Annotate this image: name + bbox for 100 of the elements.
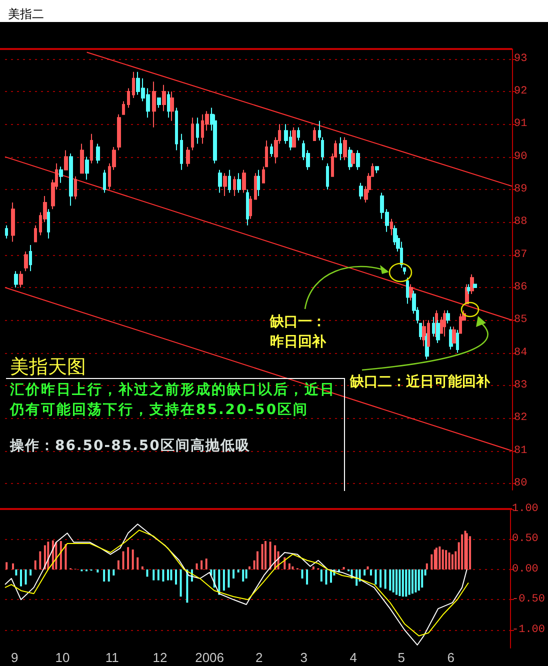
bar — [320, 569, 322, 582]
bar — [306, 569, 308, 585]
candlestick — [270, 143, 273, 158]
bar — [380, 569, 382, 588]
bar — [222, 569, 225, 591]
bar — [426, 563, 428, 570]
candlestick — [14, 270, 18, 288]
bar — [438, 546, 441, 570]
bar — [469, 536, 472, 570]
bar — [442, 549, 444, 570]
bar — [108, 569, 110, 582]
x-tick-label: 10 — [55, 650, 70, 665]
candlestick — [292, 126, 296, 148]
y-tick-label: -0.50 — [512, 594, 546, 606]
x-tick-label: 2 — [255, 650, 263, 665]
bar — [248, 566, 251, 570]
x-tick-label: 6 — [447, 650, 454, 665]
bar — [325, 569, 328, 585]
bar — [288, 563, 290, 570]
bar — [24, 569, 27, 585]
candlestick — [359, 182, 363, 200]
bar — [408, 569, 410, 595]
chart-title: 美指二 — [8, 7, 44, 21]
candlestick — [80, 143, 84, 174]
bar — [256, 551, 258, 570]
bar — [228, 569, 230, 588]
bar — [384, 569, 386, 589]
y-tick-label: 92 — [514, 85, 528, 98]
bar — [39, 551, 42, 570]
bar — [162, 569, 164, 582]
candlestick — [167, 90, 170, 118]
candlestick — [24, 251, 28, 272]
bar — [402, 569, 404, 597]
candlestick — [228, 169, 231, 194]
candlestick — [422, 320, 426, 347]
y-tick-label: 91 — [514, 118, 528, 130]
bar — [374, 569, 377, 585]
y-tick-label: 0.00 — [512, 563, 538, 576]
bar — [20, 569, 22, 586]
bar — [261, 544, 264, 570]
bar — [421, 569, 424, 588]
candlestick — [127, 88, 130, 108]
bar — [366, 566, 369, 570]
bar — [152, 569, 155, 580]
y-tick-label: 1.00 — [512, 503, 538, 515]
candlestick — [470, 274, 474, 294]
bar — [200, 560, 203, 570]
candlestick — [96, 143, 100, 164]
annotation: 操作：86.50-85.50区间高抛低吸 — [10, 436, 250, 456]
bar — [242, 569, 244, 582]
candlestick — [254, 172, 257, 200]
bar — [60, 541, 62, 570]
candlestick — [459, 313, 462, 334]
bar — [356, 569, 358, 586]
candlestick — [375, 166, 379, 174]
bar — [141, 566, 144, 570]
bar — [451, 554, 454, 570]
bar — [312, 566, 314, 570]
candlestick — [218, 169, 222, 194]
candlestick — [19, 270, 23, 288]
bar — [167, 569, 170, 580]
candlestick — [297, 126, 300, 141]
bar — [180, 569, 182, 597]
bar — [398, 569, 401, 596]
bar — [245, 569, 248, 578]
candlestick — [103, 169, 106, 194]
x-tick-label: 12 — [152, 650, 168, 665]
candlestick — [117, 114, 121, 151]
candlestick — [5, 224, 8, 239]
y-tick-label: 84 — [514, 346, 528, 359]
bar — [64, 544, 67, 570]
bar — [418, 569, 420, 591]
bar — [30, 569, 32, 576]
annotation: 美指天图 — [10, 355, 86, 380]
candlestick — [132, 71, 135, 98]
x-tick-label: 4 — [350, 650, 357, 665]
bar — [292, 566, 294, 570]
candlestick — [152, 81, 156, 128]
candlestick — [443, 310, 446, 337]
x-tick-label: 9 — [10, 650, 18, 665]
bar — [269, 542, 272, 570]
candlestick — [85, 156, 89, 180]
x-tick-label: 11 — [105, 650, 119, 665]
y-tick-label: 89 — [514, 183, 528, 196]
candlestick — [409, 284, 413, 302]
bar — [132, 549, 134, 570]
candlestick — [242, 169, 246, 194]
annotation: 缺口二：近日可能回补 — [350, 373, 490, 392]
candlestick — [223, 172, 227, 196]
bar — [412, 569, 414, 594]
bar — [448, 552, 450, 570]
candlestick — [186, 146, 190, 168]
bar — [146, 569, 148, 577]
candlestick — [456, 329, 459, 354]
bar — [466, 533, 468, 570]
candlestick — [69, 153, 73, 206]
bar — [264, 541, 266, 570]
bar — [392, 569, 394, 592]
candlestick — [157, 98, 161, 108]
candlestick — [249, 196, 252, 220]
